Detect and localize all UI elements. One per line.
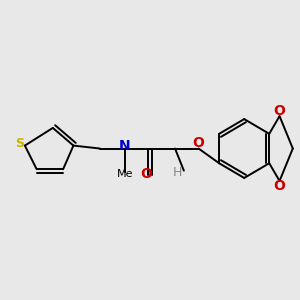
Text: O: O: [274, 179, 286, 193]
Text: O: O: [193, 136, 205, 150]
Text: O: O: [274, 104, 286, 118]
Text: H: H: [173, 166, 182, 178]
Text: O: O: [140, 167, 152, 181]
Text: S: S: [15, 137, 24, 150]
Text: Me: Me: [117, 169, 133, 179]
Text: N: N: [119, 139, 131, 153]
